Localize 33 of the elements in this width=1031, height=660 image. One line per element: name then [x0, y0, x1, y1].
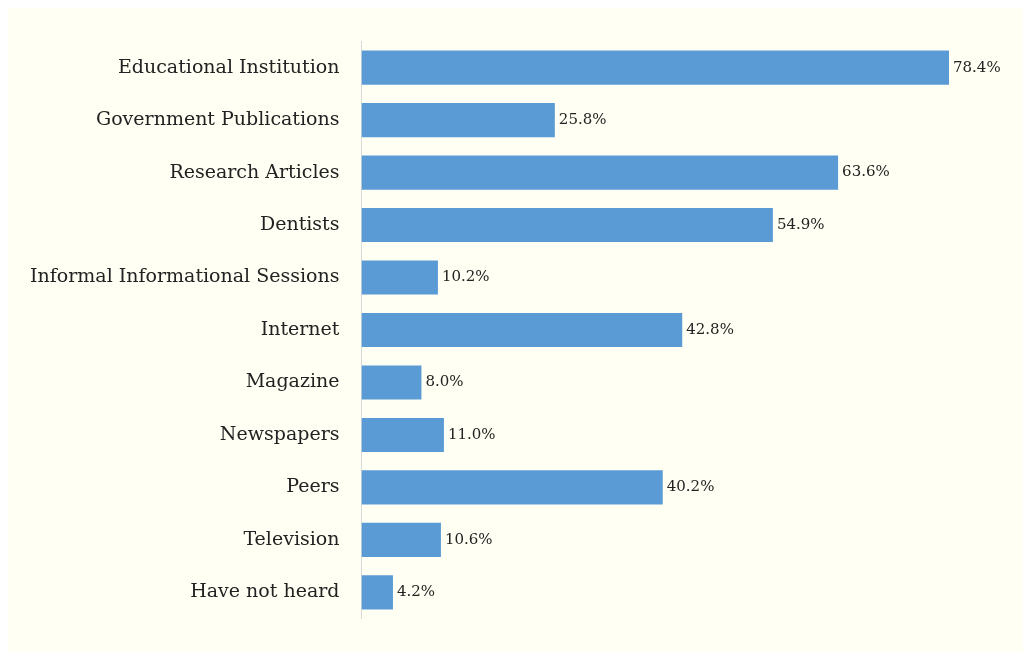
bar: [361, 312, 683, 348]
data-label: 4.2%: [396, 582, 436, 601]
bar: [361, 260, 438, 295]
bar: [361, 417, 444, 452]
data-label: 10.2%: [441, 267, 490, 286]
y-tick-label: Television: [243, 526, 340, 549]
y-tick-label: Newspapers: [219, 421, 340, 444]
data-label: 54.9%: [776, 214, 825, 233]
y-tick-label: Magazine: [245, 369, 340, 392]
bar: [361, 470, 663, 505]
bar: [361, 155, 839, 190]
bar: [361, 103, 555, 138]
data-label: 42.8%: [686, 319, 734, 338]
y-tick-label: Have not heard: [190, 579, 340, 602]
data-label: 78.4%: [953, 57, 1001, 76]
y-tick-label: Government Publications: [95, 107, 340, 130]
y-tick-label: Peers: [286, 474, 340, 497]
y-tick-label: Educational Institution: [117, 54, 340, 77]
y-tick-label: Informal Informational Sessions: [29, 264, 340, 287]
y-tick-label: Internet: [260, 316, 340, 339]
bar: [361, 522, 441, 557]
data-label: 25.8%: [558, 110, 607, 128]
data-label: 11.0%: [447, 424, 496, 443]
bar: [361, 208, 773, 243]
bar: [361, 50, 950, 85]
bar: [361, 575, 393, 610]
data-label: 40.2%: [666, 477, 715, 496]
data-label: 10.6%: [444, 529, 493, 548]
data-label: 63.6%: [842, 162, 890, 181]
bar: [361, 365, 422, 400]
y-tick-label: Research Articles: [169, 159, 340, 182]
data-label: 8.0%: [425, 372, 464, 391]
y-tick-label: Dentists: [259, 211, 340, 234]
